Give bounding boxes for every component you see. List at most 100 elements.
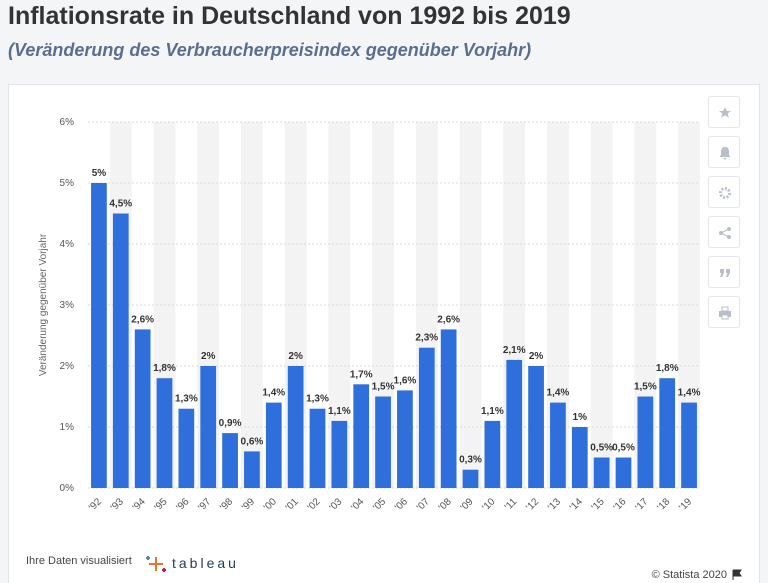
- x-tick-label: '19: [677, 496, 694, 513]
- bar: [659, 378, 676, 488]
- value-label: 2,3%: [415, 333, 438, 344]
- value-label: 0,9%: [219, 418, 242, 429]
- x-tick-label: '17: [633, 496, 650, 513]
- x-tick-label: '05: [371, 496, 388, 513]
- x-tick-label: '92: [87, 496, 104, 513]
- x-tick-label: '06: [393, 496, 410, 513]
- value-label: 0,6%: [241, 436, 264, 447]
- y-tick-label: 3%: [60, 300, 75, 311]
- x-tick-label: '97: [196, 496, 213, 513]
- value-label: 1,7%: [350, 369, 373, 380]
- title: Inflationsrate in Deutschland von 1992 b…: [8, 2, 571, 30]
- bar: [200, 366, 217, 488]
- x-tick-label: '94: [131, 496, 148, 513]
- band: [459, 122, 482, 488]
- settings-button[interactable]: [708, 176, 740, 208]
- bar: [178, 408, 195, 488]
- x-tick-label: '15: [590, 496, 607, 513]
- bar: [134, 329, 151, 488]
- value-label: 2%: [529, 351, 544, 362]
- x-tick-label: '10: [480, 496, 497, 513]
- x-tick-label: '03: [327, 496, 344, 513]
- value-label: 1,5%: [634, 382, 657, 393]
- value-label: 2%: [288, 351, 303, 362]
- x-tick-label: '00: [262, 496, 279, 513]
- bar: [593, 457, 610, 488]
- value-label: 1,4%: [678, 388, 701, 399]
- bar: [681, 402, 697, 488]
- x-tick-label: '96: [174, 496, 191, 513]
- bar: [244, 451, 260, 488]
- share-button[interactable]: [708, 216, 740, 248]
- y-tick-label: 4%: [60, 239, 75, 250]
- x-tick-label: '11: [503, 496, 520, 513]
- x-tick-label: '13: [546, 496, 563, 513]
- value-label: 0,5%: [590, 443, 613, 454]
- x-tick-label: '16: [612, 496, 629, 513]
- value-label: 0,3%: [459, 455, 482, 466]
- bar: [309, 408, 326, 488]
- value-label: 2%: [201, 351, 216, 362]
- bar: [397, 390, 413, 488]
- value-label: 1,3%: [175, 394, 198, 405]
- print-button[interactable]: [708, 296, 740, 328]
- bar: [91, 183, 107, 488]
- brand: tableau: [172, 555, 239, 571]
- y-tick-label: 1%: [60, 422, 75, 433]
- value-label: 1,4%: [262, 388, 285, 399]
- bar: [528, 366, 544, 488]
- y-tick-label: 2%: [60, 361, 75, 372]
- x-tick-label: '14: [568, 496, 585, 513]
- y-axis-label: Veränderung gegenüber Vorjahr: [38, 233, 49, 376]
- alert-button[interactable]: [708, 136, 740, 168]
- value-label: 1%: [573, 412, 588, 423]
- flag-icon: [732, 569, 742, 580]
- y-tick-label: 0%: [60, 483, 75, 494]
- bar: [265, 402, 282, 488]
- x-tick-label: '01: [284, 496, 301, 513]
- bar: [156, 378, 173, 488]
- bar: [222, 433, 238, 488]
- value-label: 1,1%: [481, 406, 504, 417]
- subtitle: (Veränderung des Verbraucherpreisindex g…: [8, 40, 532, 60]
- value-label: 4,5%: [109, 199, 132, 210]
- x-tick-label: '07: [415, 496, 432, 513]
- x-tick-label: '18: [655, 496, 672, 513]
- x-tick-label: '04: [349, 496, 366, 513]
- y-tick-label: 6%: [60, 117, 75, 128]
- bar: [112, 213, 129, 488]
- x-tick-label: '98: [218, 496, 235, 513]
- value-label: 0,5%: [612, 443, 635, 454]
- x-tick-label: '09: [459, 496, 476, 513]
- tableau-logo: [146, 556, 166, 572]
- x-tick-label: '95: [153, 496, 170, 513]
- value-label: 1,8%: [153, 363, 176, 374]
- x-tick-label: '08: [437, 496, 454, 513]
- bar: [615, 457, 632, 488]
- value-label: 2,1%: [503, 345, 526, 356]
- bar: [506, 359, 523, 488]
- y-tick-label: 5%: [60, 178, 75, 189]
- bar: [550, 402, 566, 488]
- value-label: 1,6%: [394, 375, 417, 386]
- x-tick-label: '12: [524, 496, 541, 513]
- bar: [637, 396, 654, 488]
- x-tick-label: '93: [109, 496, 126, 513]
- favorite-button[interactable]: [708, 96, 740, 128]
- cite-button[interactable]: [708, 256, 740, 288]
- value-label: 1,1%: [328, 406, 351, 417]
- x-tick-label: '02: [306, 496, 323, 513]
- bar: [571, 427, 588, 488]
- value-label: 1,8%: [656, 363, 679, 374]
- bar: [462, 469, 479, 488]
- bar: [418, 347, 435, 488]
- value-label: 1,3%: [306, 394, 329, 405]
- bar: [353, 384, 370, 488]
- value-label: 1,4%: [547, 388, 570, 399]
- bar: [331, 420, 348, 488]
- bar: [484, 420, 501, 488]
- bar: [287, 366, 304, 488]
- band: [328, 122, 351, 488]
